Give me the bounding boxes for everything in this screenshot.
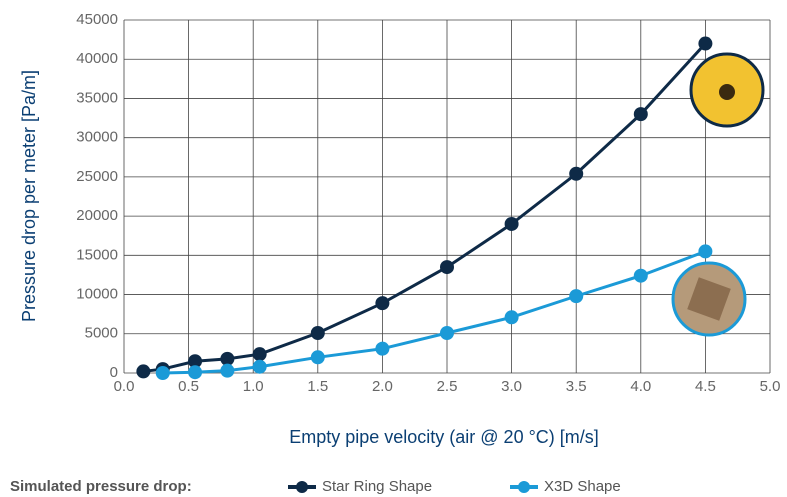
data-point <box>252 347 267 362</box>
data-point <box>569 166 584 181</box>
legend-label: X3D Shape <box>544 478 621 495</box>
data-point <box>698 36 713 51</box>
y-tick-label: 0 <box>110 364 118 381</box>
legend-dot <box>296 481 308 493</box>
data-point <box>440 260 454 275</box>
x-tick-label: 4.5 <box>695 378 716 395</box>
series-line <box>143 42 707 373</box>
legend-label: Star Ring Shape <box>322 478 432 495</box>
data-point <box>188 354 203 369</box>
data-point <box>375 341 390 356</box>
y-tick-label: 30000 <box>76 129 118 146</box>
data-point <box>220 363 235 378</box>
data-point <box>440 325 454 340</box>
data-point <box>220 351 235 366</box>
x-tick-label: 4.0 <box>630 378 651 395</box>
data-point <box>504 216 519 231</box>
data-point <box>633 268 648 283</box>
y-axis-label: Pressure drop per meter [Pa/m] <box>19 70 39 322</box>
data-point <box>375 296 390 311</box>
y-tick-label: 5000 <box>85 325 118 342</box>
x-axis-label: Empty pipe velocity (air @ 20 °C) [m/s] <box>289 427 599 447</box>
legend-title: Simulated pressure drop: <box>10 478 192 495</box>
data-point <box>136 364 151 379</box>
x-tick-label: 1.5 <box>307 378 328 395</box>
y-tick-label: 10000 <box>76 286 118 303</box>
data-point <box>569 289 584 304</box>
y-tick-label: 25000 <box>76 168 118 185</box>
x-tick-label: 3.0 <box>501 378 522 395</box>
legend-dot <box>518 481 530 493</box>
data-point <box>504 310 519 325</box>
star-ring-hole <box>719 84 735 100</box>
x-tick-label: 3.5 <box>566 378 587 395</box>
data-point <box>698 244 713 259</box>
x-tick-label: 2.5 <box>437 378 458 395</box>
series-line <box>162 250 706 375</box>
data-point <box>310 325 325 340</box>
data-point <box>310 350 325 365</box>
data-point <box>155 366 170 380</box>
x-tick-label: 2.0 <box>372 378 393 395</box>
x-tick-label: 0.5 <box>178 378 199 395</box>
data-point <box>252 359 267 374</box>
x-tick-label: 5.0 <box>760 378 781 395</box>
data-point <box>188 365 203 380</box>
y-tick-label: 40000 <box>76 50 118 67</box>
x-tick-label: 1.0 <box>243 378 264 395</box>
y-tick-label: 20000 <box>76 207 118 224</box>
data-point <box>633 107 648 122</box>
y-tick-label: 35000 <box>76 89 118 106</box>
x3d-body <box>687 277 731 321</box>
y-tick-label: 45000 <box>76 11 118 28</box>
y-tick-label: 15000 <box>76 246 118 263</box>
x-tick-label: 0.0 <box>114 378 135 395</box>
